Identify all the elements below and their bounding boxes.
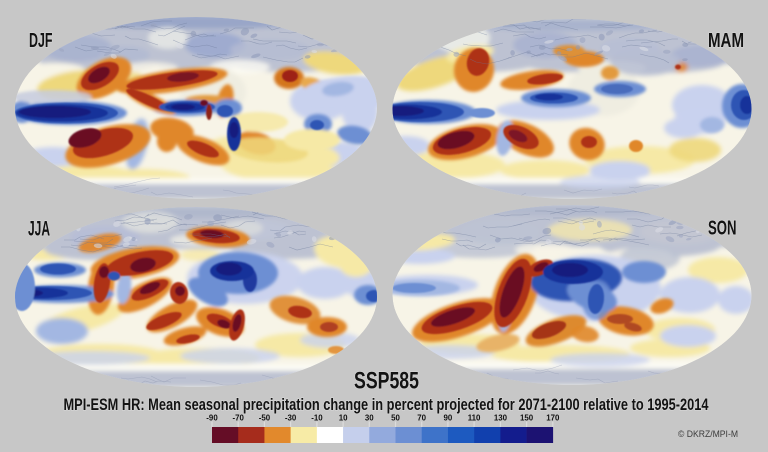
svg-text:-30: -30 <box>285 414 297 423</box>
svg-text:© DKRZ/MPI-M: © DKRZ/MPI-M <box>678 429 738 440</box>
svg-text:-10: -10 <box>311 414 323 423</box>
svg-text:-90: -90 <box>206 414 218 423</box>
svg-text:MAM: MAM <box>708 30 744 52</box>
svg-text:JJA: JJA <box>28 218 50 241</box>
svg-text:SON: SON <box>708 218 737 240</box>
svg-text:30: 30 <box>365 414 374 423</box>
svg-text:130: 130 <box>494 414 508 423</box>
svg-text:70: 70 <box>417 414 426 423</box>
svg-text:10: 10 <box>339 414 348 423</box>
svg-text:-70: -70 <box>232 414 244 423</box>
svg-text:-50: -50 <box>259 414 271 423</box>
svg-text:SSP585: SSP585 <box>354 368 419 395</box>
svg-text:50: 50 <box>391 414 400 423</box>
svg-text:170: 170 <box>546 414 560 423</box>
svg-text:110: 110 <box>468 414 481 423</box>
svg-text:90: 90 <box>444 414 453 423</box>
svg-text:DJF: DJF <box>29 30 53 52</box>
svg-text:MPI-ESM HR: Mean seasonal prec: MPI-ESM HR: Mean seasonal precipitation … <box>64 396 710 414</box>
svg-text:150: 150 <box>520 414 534 423</box>
